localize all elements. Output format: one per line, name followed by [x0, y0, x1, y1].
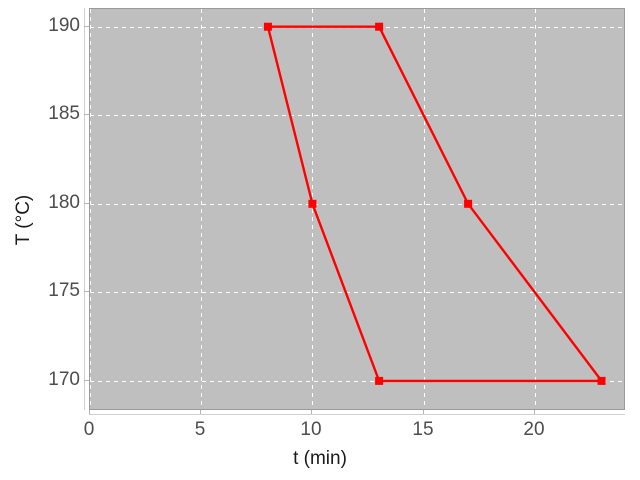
y-tick-2 — [84, 203, 89, 204]
x-tick-2 — [311, 410, 312, 414]
data-layer — [263, 22, 606, 385]
series-markers-temperature-program — [263, 22, 606, 385]
gridline-y-3 — [90, 115, 624, 116]
data-point-marker — [308, 199, 317, 208]
plot-panel — [89, 8, 625, 410]
gridline-y-1 — [90, 292, 624, 293]
data-point-marker — [464, 199, 473, 208]
y-tick-1 — [84, 291, 89, 292]
y-tick-label-2: 180 — [48, 192, 80, 213]
series-line-temperature-program — [266, 25, 604, 383]
plot-area — [90, 9, 624, 409]
x-tick-4 — [534, 410, 535, 414]
data-point-marker — [375, 376, 384, 385]
x-tick-3 — [423, 410, 424, 414]
x-axis-label: t (min) — [293, 448, 347, 469]
x-tick-label-3: 15 — [412, 419, 434, 440]
y-tick-0 — [84, 380, 89, 381]
x-tick-label-2: 10 — [300, 419, 322, 440]
data-point-marker — [263, 22, 272, 31]
y-tick-label-0: 170 — [48, 369, 80, 390]
gridline-x-1 — [201, 9, 202, 409]
x-tick-label-4: 20 — [523, 419, 545, 440]
data-point-marker — [375, 22, 384, 31]
y-tick-label-4: 190 — [48, 15, 80, 36]
y-tick-3 — [84, 114, 89, 115]
data-point-marker — [597, 376, 606, 385]
gridline-y-2 — [90, 204, 624, 205]
gridline-x-4 — [535, 9, 536, 409]
x-tick-0 — [89, 410, 90, 414]
gridline-y-0 — [90, 381, 624, 382]
y-tick-label-3: 185 — [48, 103, 80, 124]
gridline-x-0 — [90, 9, 91, 409]
y-axis-line — [84, 8, 85, 410]
x-tick-label-1: 5 — [194, 419, 206, 440]
x-tick-label-0: 0 — [83, 419, 95, 440]
x-tick-1 — [200, 410, 201, 414]
y-axis-label: T (°C) — [13, 194, 34, 246]
gridline-x-3 — [424, 9, 425, 409]
x-axis-line — [89, 414, 625, 415]
gridline-x-2 — [312, 9, 313, 409]
y-tick-label-1: 175 — [48, 280, 80, 301]
y-tick-4 — [84, 26, 89, 27]
